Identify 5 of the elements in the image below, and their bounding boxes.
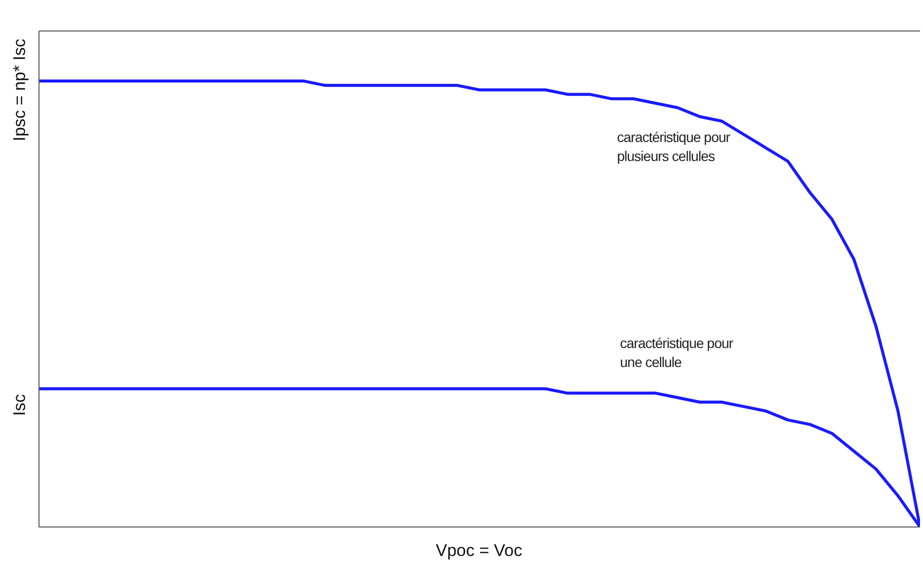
text: Ipsc = np* Isc xyxy=(10,38,30,142)
text: Isc xyxy=(10,394,30,416)
annotation: caractéristique pour une cellule xyxy=(620,334,733,372)
x-axis-title: Vpoc = Voc xyxy=(434,540,524,562)
annotation: caractéristique pour plusieurs cellules xyxy=(617,128,730,166)
